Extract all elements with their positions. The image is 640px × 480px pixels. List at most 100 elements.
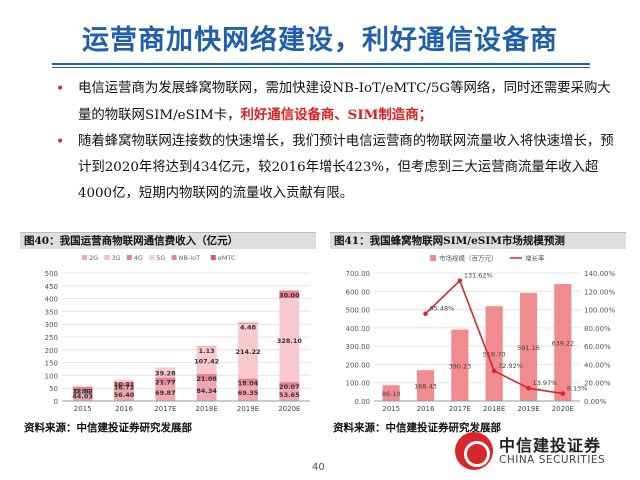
logo-name-en: CHINA SECURITIES [499, 454, 606, 466]
data-label: 328.10 [277, 337, 303, 345]
growth-point [457, 278, 463, 283]
x-tick-label: 2020E [552, 405, 574, 413]
x-tick-label: 2020E [278, 405, 300, 413]
bar-segment [114, 379, 134, 383]
growth-data-label: 32.92% [498, 362, 523, 370]
x-tick-label: 2015 [74, 405, 92, 413]
figure-right: 图41：我国蜂窝物联网SIM/eSIM市场规模预测 0.00 100.00 200.… [330, 232, 626, 424]
data-label: 18.04 [238, 380, 259, 388]
bar-data-label: 168.43 [414, 383, 437, 391]
y2-tick-label: 80.00% [584, 325, 611, 333]
y2-tick-label: 120.00% [584, 288, 615, 296]
y-tick-label: 100 [45, 372, 58, 380]
growth-point [423, 311, 428, 317]
bar-segment [279, 290, 300, 299]
x-tick-label: 2017E [154, 405, 176, 413]
logo-name-cn: 中信建投证券 [499, 436, 602, 455]
data-label: 44.03 [72, 392, 93, 400]
growth-data-label: 8.13% [567, 385, 588, 393]
growth-point [560, 391, 566, 396]
bar-data-label: 518.70 [483, 351, 506, 359]
bullet-dot-icon: • [56, 81, 65, 97]
y2-tick-label: 0.00% [584, 398, 607, 406]
data-label: 10.31 [114, 381, 135, 389]
bar-segment [72, 386, 93, 390]
legend-swatch [104, 255, 110, 260]
y-tick-label: 400 [45, 296, 58, 304]
bar-segment [155, 367, 176, 378]
source-note-right: 资料来源：中信建投证券研究发展部 [333, 422, 501, 434]
title-underline [52, 63, 590, 65]
bullet-text: 随着蜂窝物联网连接数的快速增长，我们预计电信运营商的物联网流量收入将快速增长，预… [78, 134, 614, 201]
legend-swatch [126, 255, 132, 260]
company-logo: 中信建投证券 CHINA SECURITIES [455, 432, 635, 472]
figure-left-title: 图40：我国运营商物联网通信费收入（亿元） [20, 232, 316, 249]
bar-segment [196, 374, 217, 380]
y-tick-label: 150 [45, 360, 58, 368]
x-tick-label: 2019E [517, 405, 539, 413]
legend-label: 4G [134, 254, 143, 262]
legend-swatch [82, 255, 87, 260]
legend-swatch [171, 255, 177, 260]
left-stacked-bar-chart: 0 50 100 150 200 250 300 350 400 450 500 2G 3G 4G 5G NB… [45, 254, 310, 413]
logo-seal-icon [455, 432, 493, 470]
growth-data-label: 13.97% [533, 379, 558, 387]
right-bar-line-chart: 0.00 100.00 200.00 300.00 400.00 500.00 600.00… [346, 254, 616, 414]
x-tick-label: 2019E [237, 405, 259, 413]
y-tick-label: 350 [45, 308, 58, 316]
x-tick-label: 2016 [417, 405, 435, 413]
data-label: 12.53 [72, 388, 93, 396]
y-tick-label: 450 [45, 283, 58, 291]
data-label: 84.34 [196, 387, 217, 395]
bar-segment [238, 322, 258, 324]
title-underline-thin [52, 67, 590, 68]
bar-segment [279, 298, 300, 383]
figure-left: 图40：我国运营商物联网通信费收入（亿元） 0 50 100 150 200 250 300… [20, 232, 316, 424]
data-label: 107.42 [194, 357, 219, 365]
bar [519, 292, 538, 401]
y-tick-label: 700.00 [346, 270, 371, 278]
legend-label: 市场规模（百万元） [439, 254, 498, 263]
data-label: 21.08 [196, 375, 217, 383]
data-label: 53.65 [279, 391, 300, 399]
bullet-item: • 电信运营商为发展蜂窝物联网，需加快建设NB-IoT/eMTC/5G等网络，同… [56, 76, 616, 129]
x-tick-label: 2017E [449, 405, 471, 413]
bullet-text: 电信运营商为发展蜂窝物联网，需加快建设NB-IoT/eMTC/5G等网络，同时还… [78, 81, 611, 123]
y2-tick-label: 40.00% [584, 361, 611, 369]
bar-segment [155, 383, 176, 401]
legend-label: 2G [89, 254, 98, 262]
y-tick-label: 0 [54, 398, 58, 406]
bar-segment [72, 386, 93, 387]
data-label: 69.87 [155, 389, 176, 397]
bar-data-label: 390.23 [448, 362, 471, 370]
y-tick-label: 250 [45, 334, 58, 342]
y-tick-label: 300 [45, 321, 58, 329]
bullet-item: • 随着蜂窝物联网连接数的快速增长，我们预计电信运营商的物联网流量收入将快速增长… [56, 129, 616, 207]
legend-label: 增长率 [525, 254, 545, 263]
bar-segment [238, 383, 258, 401]
growth-point [491, 368, 497, 374]
bullet-dot-icon: • [56, 134, 65, 150]
growth-point [526, 385, 531, 391]
data-label: 0.86 [75, 387, 92, 395]
slide-title: 运营商加快网络建设，利好通信设备商 [82, 25, 558, 56]
data-label: 30.00 [279, 291, 300, 299]
x-tick-label: 2018E [196, 405, 218, 413]
bar-segment [196, 346, 217, 375]
y2-tick-label: 60.00% [584, 343, 611, 351]
y-tick-label: 300.00 [346, 343, 371, 351]
bar [416, 370, 435, 401]
data-label: 21.77 [155, 379, 176, 387]
bar-data-label: 86.10 [382, 390, 401, 398]
legend-label: eMTC [218, 254, 236, 262]
growth-data-label: 131.62% [464, 272, 493, 280]
legend-label: NB-IoT [179, 254, 201, 262]
y-tick-label: 200 [45, 347, 58, 355]
data-label: 214.22 [235, 348, 260, 356]
bullet-highlight: 利好通信设备商、SIM制造商； [240, 107, 432, 123]
y2-tick-label: 100.00% [584, 307, 615, 315]
bar-segment [238, 323, 258, 379]
x-tick-label: 2015 [382, 405, 400, 413]
y-tick-label: 500 [45, 270, 58, 278]
legend-swatch [149, 255, 155, 260]
